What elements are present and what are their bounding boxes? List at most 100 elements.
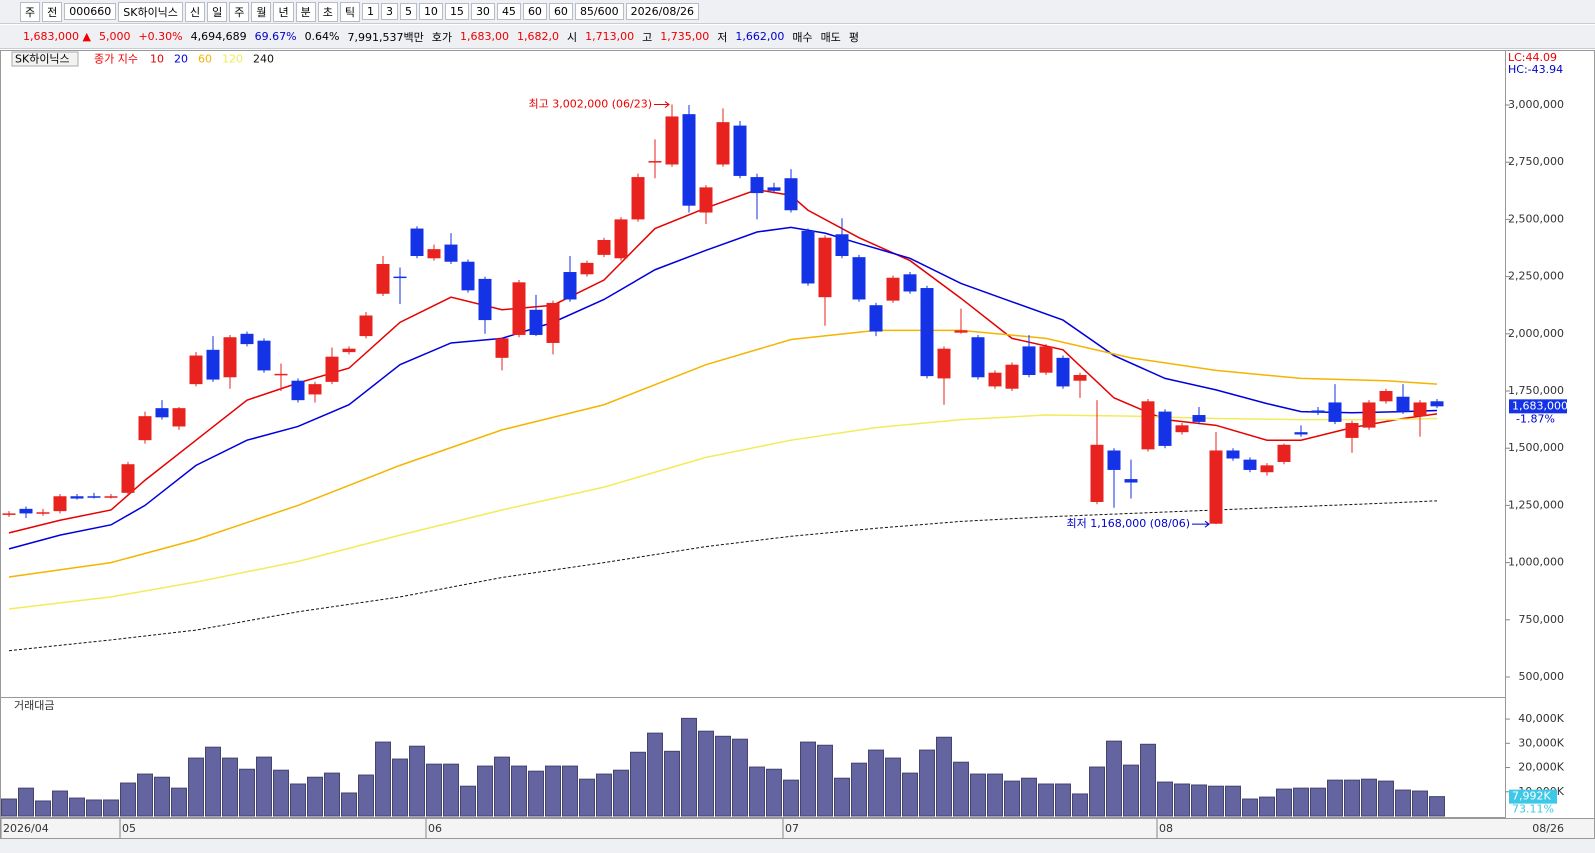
volume-bar bbox=[1089, 766, 1105, 817]
volume-bar bbox=[341, 792, 357, 817]
candle-body bbox=[614, 219, 628, 259]
volume-bar bbox=[681, 717, 697, 817]
toolbar-item[interactable]: 5,000 bbox=[98, 30, 131, 43]
toolbar-item[interactable]: 1,682,0 bbox=[516, 30, 559, 43]
toolbar-item[interactable]: 분 bbox=[295, 1, 316, 22]
volume-bar bbox=[1191, 784, 1207, 817]
toolbar-item[interactable]: 1 bbox=[361, 3, 379, 20]
candle-body bbox=[189, 355, 203, 385]
toolbar-item[interactable]: 45 bbox=[496, 3, 521, 20]
lc-label: LC:44.09 bbox=[1508, 51, 1557, 64]
volume-bar bbox=[1361, 778, 1377, 817]
toolbar-item[interactable]: 시 bbox=[566, 30, 578, 44]
candle-body bbox=[1379, 391, 1393, 402]
toolbar-item[interactable]: 주 bbox=[229, 1, 250, 22]
last-price: 1,683,000 bbox=[1512, 399, 1568, 412]
volume-bar bbox=[783, 779, 799, 817]
candle-body bbox=[597, 239, 611, 255]
candle-body bbox=[1107, 450, 1121, 470]
volume-bar bbox=[1055, 783, 1071, 817]
candle-body bbox=[1396, 396, 1410, 412]
toolbar-item[interactable]: 1,683,00 bbox=[460, 30, 509, 43]
toolbar-item[interactable]: 신 bbox=[184, 1, 206, 22]
toolbar-item[interactable]: 초 bbox=[317, 1, 338, 22]
candle-body bbox=[495, 338, 509, 358]
toolbar-item[interactable]: 60 bbox=[522, 3, 547, 20]
volume-bar bbox=[154, 776, 170, 817]
toolbar-item[interactable]: 매도 bbox=[820, 30, 841, 44]
toolbar-item[interactable]: 1,683,000 ▲ bbox=[23, 30, 91, 43]
toolbar-item[interactable]: 60 bbox=[548, 3, 573, 20]
toolbar-item[interactable]: 2026/08/26 bbox=[625, 3, 700, 20]
volume-bar bbox=[35, 800, 51, 817]
candle-body bbox=[716, 122, 730, 165]
candle-body bbox=[1413, 402, 1427, 417]
volume-bar bbox=[919, 749, 935, 817]
candle-body bbox=[971, 337, 985, 378]
toolbar-item[interactable]: 년 bbox=[273, 1, 294, 22]
toolbar-item[interactable]: 1,713,00 bbox=[585, 30, 635, 43]
volume-bar bbox=[613, 769, 629, 817]
toolbar-item[interactable]: 5 bbox=[399, 3, 417, 20]
toolbar-item[interactable]: 000660 bbox=[64, 3, 117, 20]
candle-body bbox=[563, 272, 577, 300]
toolbar-item[interactable]: 85/600 bbox=[574, 3, 624, 20]
toolbar-item[interactable]: 틱 bbox=[339, 1, 360, 22]
candle-body bbox=[988, 372, 1002, 387]
toolbar-item[interactable]: 전 bbox=[42, 1, 63, 22]
toolbar-item[interactable]: 매수 bbox=[792, 30, 813, 44]
volume-bar bbox=[392, 758, 408, 817]
toolbar-item[interactable]: 평 bbox=[848, 30, 859, 44]
toolbar-item[interactable]: 저 bbox=[717, 30, 728, 44]
candle-body bbox=[1090, 444, 1104, 502]
toolbar-item[interactable]: 1,735,00 bbox=[660, 30, 710, 43]
candle-body bbox=[1311, 410, 1325, 413]
volume-bar bbox=[987, 773, 1003, 817]
candle-body bbox=[546, 302, 560, 343]
toolbar-item[interactable]: SK하이닉스 bbox=[118, 1, 183, 22]
candle-body bbox=[1039, 346, 1053, 373]
toolbar-item[interactable]: 고 bbox=[642, 30, 653, 44]
toolbar-item[interactable]: 30 bbox=[470, 3, 495, 20]
legend-entry: 120 bbox=[222, 53, 243, 66]
volume-bar bbox=[443, 763, 459, 817]
toolbar-item[interactable]: 7,991,537백만 bbox=[347, 30, 424, 44]
volume-bar bbox=[715, 735, 731, 817]
toolbar-item[interactable]: 호가 bbox=[431, 30, 452, 44]
candle-body bbox=[87, 496, 101, 498]
toolbar-item[interactable]: 0.64% bbox=[304, 30, 340, 43]
candle-body bbox=[835, 234, 849, 257]
volume-bar bbox=[69, 797, 85, 817]
volume-bar bbox=[766, 768, 782, 817]
toolbar-item[interactable]: 일 bbox=[207, 1, 228, 22]
toolbar-item[interactable]: 4,694,689 bbox=[190, 30, 247, 43]
toolbar-item[interactable]: 월 bbox=[251, 1, 272, 22]
legend-name-box bbox=[11, 51, 79, 67]
y-tick-label: 1,750,000 bbox=[1508, 384, 1564, 397]
volume-bar bbox=[868, 749, 884, 817]
candle-body bbox=[954, 330, 968, 333]
last-volume-ratio: 73.11% bbox=[1512, 803, 1554, 816]
volume-bar bbox=[171, 787, 187, 817]
candle-body bbox=[376, 264, 390, 294]
volume-bar bbox=[562, 765, 578, 817]
y-tick-label: 750,000 bbox=[1519, 613, 1565, 626]
candle-body bbox=[1073, 374, 1087, 381]
y-tick-label: 2,500,000 bbox=[1508, 212, 1564, 225]
toolbar-item[interactable]: 1,662,00 bbox=[735, 30, 785, 43]
candle-body bbox=[852, 257, 866, 300]
quote-bar: 1,683,000 ▲ 5,000 +0.30% 4,694,689 69.67% 0.6… bbox=[0, 25, 1595, 49]
candle-body bbox=[1175, 425, 1189, 433]
candle-body bbox=[478, 278, 492, 321]
toolbar-item[interactable]: +0.30% bbox=[138, 30, 183, 43]
toolbar-item[interactable]: 15 bbox=[444, 3, 469, 20]
toolbar-item[interactable]: 3 bbox=[380, 3, 398, 20]
candle-body bbox=[665, 116, 679, 165]
candle-body bbox=[1430, 401, 1444, 407]
toolbar-item[interactable]: 69.67% bbox=[254, 30, 297, 43]
toolbar-item[interactable]: 10 bbox=[418, 3, 443, 20]
toolbar-item[interactable]: 주 bbox=[20, 1, 41, 22]
low-annotation: 최저 1,168,000 (08/06) bbox=[1067, 517, 1191, 530]
candle-body bbox=[104, 496, 118, 498]
